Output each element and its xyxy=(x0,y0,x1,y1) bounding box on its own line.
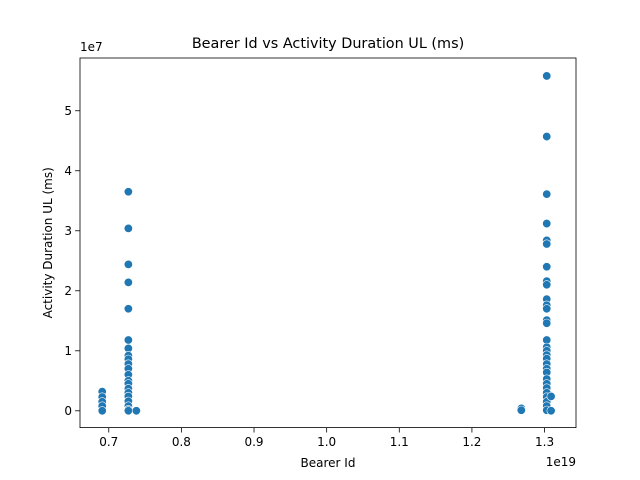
x-axis-offset-label: 1e19 xyxy=(546,455,576,469)
x-tick-label: 1.0 xyxy=(317,435,336,449)
y-tick-label: 0 xyxy=(64,404,72,418)
data-point xyxy=(123,187,133,197)
x-axis-label: Bearer Id xyxy=(301,456,356,470)
chart-title: Bearer Id vs Activity Duration UL (ms) xyxy=(192,36,464,52)
x-tick-label: 1.2 xyxy=(462,435,481,449)
data-point xyxy=(542,304,552,314)
y-axis-offset-label: 1e7 xyxy=(80,40,103,54)
data-point xyxy=(123,304,133,314)
data-point xyxy=(542,318,552,328)
data-point xyxy=(542,189,552,199)
data-point xyxy=(123,335,133,345)
data-point xyxy=(516,405,526,415)
data-point xyxy=(123,277,133,287)
data-point xyxy=(546,391,556,401)
x-tick-label: 0.8 xyxy=(172,435,191,449)
x-tick-label: 1.3 xyxy=(535,435,554,449)
data-point xyxy=(542,71,552,81)
data-point xyxy=(131,406,141,416)
y-tick-label: 5 xyxy=(64,104,72,118)
plot-area-frame xyxy=(79,57,577,429)
x-tick-label: 0.7 xyxy=(99,435,118,449)
y-tick-label: 1 xyxy=(64,344,72,358)
y-tick-label: 3 xyxy=(64,224,72,238)
data-point xyxy=(546,406,556,416)
y-tick-label: 4 xyxy=(64,164,72,178)
data-point xyxy=(542,280,552,290)
y-axis-label: Activity Duration UL (ms) xyxy=(41,167,55,318)
axis-ticks: 0.7 0.8 0.9 1.0 1.1 1.2 1.3 0 1 2 3 4 5 xyxy=(64,104,554,449)
data-points xyxy=(97,71,556,416)
data-point xyxy=(542,262,552,272)
data-point xyxy=(123,223,133,233)
data-point xyxy=(542,219,552,229)
data-point xyxy=(97,406,107,416)
data-point xyxy=(123,259,133,269)
data-point xyxy=(542,239,552,249)
x-tick-label: 1.1 xyxy=(390,435,409,449)
x-tick-label: 0.9 xyxy=(244,435,263,449)
data-point xyxy=(123,406,133,416)
data-point xyxy=(542,132,552,142)
y-tick-label: 2 xyxy=(64,284,72,298)
